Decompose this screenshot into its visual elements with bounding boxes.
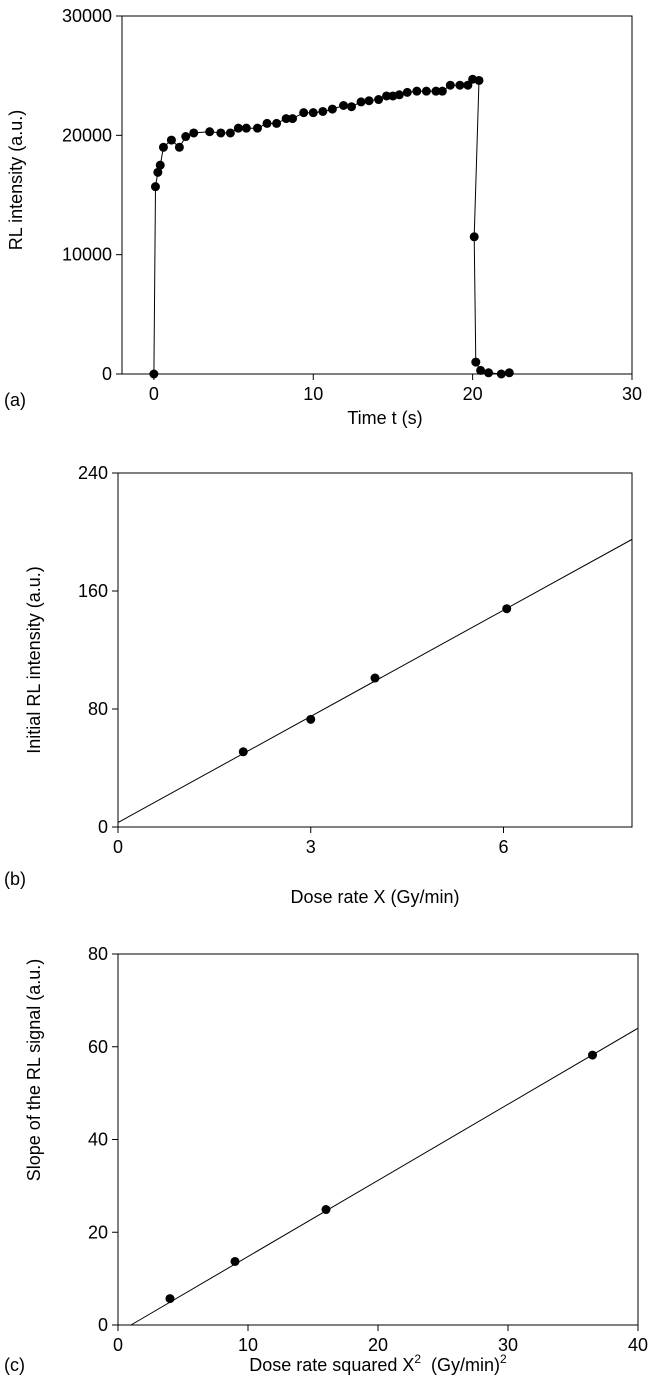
- panel-c-xlabel-units-sup: 2: [500, 1352, 507, 1366]
- panel-b-ytick-label: 0: [98, 817, 108, 837]
- panel-a-data-point: [445, 80, 455, 90]
- panel-a-data-point: [272, 118, 282, 128]
- panel-a-data-point: [421, 86, 431, 96]
- panel-a-ytick-label: 30000: [62, 6, 112, 26]
- panel-c-data-point: [165, 1294, 175, 1304]
- panel-a-data-point: [455, 80, 465, 90]
- panel-c-xtick-label: 30: [498, 1335, 518, 1355]
- panel-c-xlabel-main: Dose rate squared X: [249, 1355, 414, 1375]
- panel-c-fit-line: [130, 1027, 639, 1326]
- panel-c-xlabel: Dose rate squared X2 (Gy/min)2: [249, 1352, 507, 1375]
- panel-c-xlabel-sup: 2: [414, 1352, 421, 1366]
- panel-c-xtick-label: 20: [368, 1335, 388, 1355]
- panel-a-data-point: [181, 132, 191, 142]
- panel-a-data-point: [347, 102, 356, 112]
- panel-a-label: (a): [4, 390, 26, 410]
- panel-a-data-point: [382, 91, 392, 101]
- panel-a-data-point: [402, 87, 412, 97]
- panel-c-label: (c): [4, 1355, 25, 1375]
- panel-a-data-point: [233, 123, 243, 133]
- panel-b-frame: [117, 472, 633, 828]
- panel-a-xlabel: Time t (s): [347, 408, 422, 428]
- panel-a-xtick-label: 0: [149, 384, 159, 404]
- panel-b-xtick-label: 0: [113, 837, 123, 857]
- panel-c-xtick-label: 0: [113, 1335, 123, 1355]
- panel-a-data-point: [155, 160, 165, 170]
- panel-a-data-point: [437, 86, 447, 96]
- panel-a-xtick-label: 30: [622, 384, 642, 404]
- panel-c-data-point: [321, 1205, 331, 1215]
- panel-b-data-point: [370, 673, 380, 683]
- panel-a-data-point: [412, 86, 422, 96]
- panel-a-series-line: [153, 78, 510, 375]
- panel-c-ytick-label: 60: [88, 1037, 108, 1057]
- panel-a-data-point: [241, 123, 251, 133]
- panel-b-xlabel: Dose rate X (Gy/min): [290, 887, 459, 907]
- panel-b-xtick-label: 6: [498, 837, 508, 857]
- panel-a-data-point: [484, 368, 494, 378]
- panel-c-ytick-label: 40: [88, 1130, 108, 1150]
- panel-a-xtick-label: 20: [463, 384, 483, 404]
- panel-a-data-point: [394, 90, 404, 100]
- panel-a-data-point: [252, 123, 262, 133]
- panel-a-data-point: [205, 127, 215, 137]
- panel-b: Initial RL intensity (a.u.) Dose rate X …: [4, 463, 633, 907]
- panel-a-ytick-label: 0: [102, 364, 112, 384]
- panel-a-data-point: [262, 118, 272, 128]
- panel-a-data-point: [149, 369, 159, 379]
- panel-a-data-point: [216, 128, 226, 138]
- panel-c-data-point: [230, 1256, 240, 1266]
- panel-c-frame: [117, 953, 639, 1326]
- panel-a-xtick-label: 10: [303, 384, 323, 404]
- panel-b-data-point: [306, 714, 316, 724]
- panel-b-ylabel: Initial RL intensity (a.u.): [24, 566, 44, 753]
- panel-a-ytick-label: 20000: [62, 125, 112, 145]
- panel-a-data-point: [288, 114, 298, 124]
- panel-c-xtick-label: 10: [238, 1335, 258, 1355]
- panel-a-frame: [121, 15, 633, 375]
- panel-c-ytick-label: 20: [88, 1222, 108, 1242]
- panel-c-xlabel-units: (Gy/min): [431, 1355, 500, 1375]
- panel-a-data-point: [174, 142, 184, 152]
- panel-a-data-point: [364, 96, 374, 106]
- panel-a-data-point: [504, 368, 514, 378]
- panel-c-ytick-label: 0: [98, 1315, 108, 1335]
- panel-c-xtick-label: 40: [628, 1335, 648, 1355]
- panel-a-data-point: [339, 101, 349, 110]
- panel-a-data-point: [150, 182, 160, 192]
- panel-b-data-point: [238, 747, 248, 757]
- panel-c: Slope of the RL signal (a.u.) Dose rate …: [4, 944, 648, 1375]
- panel-a-data-point: [496, 369, 506, 379]
- panel-b-ytick-label: 160: [78, 581, 108, 601]
- panel-a-data-point: [469, 232, 479, 242]
- panel-a-data-point: [356, 97, 366, 107]
- panel-a-data-point: [327, 104, 337, 114]
- panel-a-data-point: [153, 167, 163, 177]
- panel-a: RL intensity (a.u.) Time t (s) (a) 0 10 20…: [4, 6, 642, 428]
- panel-a-data-point: [476, 365, 486, 375]
- panel-c-data-point: [588, 1050, 597, 1060]
- panel-a-data-point: [158, 142, 168, 152]
- panel-a-data-point: [374, 95, 384, 105]
- panel-a-data-point: [225, 128, 235, 138]
- panel-b-label: (b): [4, 869, 26, 889]
- panel-b-data-point: [502, 604, 512, 614]
- panel-b-ytick-label: 240: [78, 463, 108, 483]
- panel-c-ylabel: Slope of the RL signal (a.u.): [24, 959, 44, 1181]
- panel-a-data-point: [299, 108, 309, 118]
- panel-a-data-point: [308, 108, 318, 118]
- panel-a-data-point: [166, 135, 176, 145]
- panel-c-ytick-label: 80: [88, 944, 108, 964]
- panel-b-xtick-label: 3: [306, 837, 316, 857]
- panel-a-data-point: [281, 114, 291, 124]
- panel-a-data-point: [431, 86, 441, 96]
- panel-a-data-point: [474, 75, 484, 85]
- panel-a-data-point: [189, 128, 199, 138]
- panel-a-data-point: [318, 106, 328, 116]
- panel-a-ytick-label: 10000: [62, 245, 112, 265]
- panel-a-ylabel: RL intensity (a.u.): [6, 110, 26, 250]
- panel-b-ytick-label: 80: [88, 699, 108, 719]
- panel-a-data-point: [471, 357, 481, 367]
